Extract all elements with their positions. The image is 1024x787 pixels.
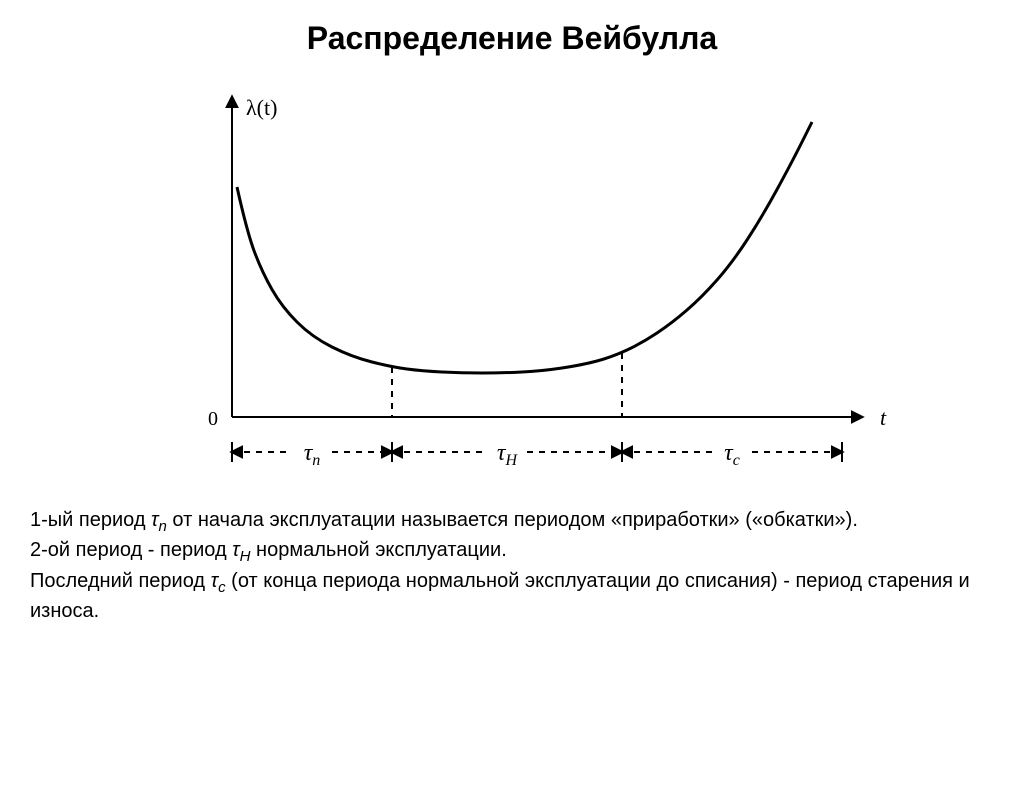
page-title: Распределение Вейбулла	[0, 20, 1024, 57]
bathtub-curve	[237, 122, 812, 373]
interval-label: τH	[497, 440, 519, 469]
chart-container: t λ(t) 0 τn τH τc	[0, 67, 1024, 487]
origin-label: 0	[208, 408, 218, 430]
description-line: 1-ый период τn от начала эксплуатации на…	[30, 507, 994, 537]
description-line: 2-ой период - период τН нормальной экспл…	[30, 537, 994, 567]
x-axis-label: t	[880, 405, 887, 430]
interval-label: τn	[304, 440, 321, 469]
y-axis-label: λ(t)	[246, 95, 277, 120]
description-line: Последний период τс (от конца периода но…	[30, 568, 994, 625]
description-block: 1-ый период τn от начала эксплуатации на…	[30, 507, 994, 625]
weibull-chart: t λ(t) 0 τn τH τc	[102, 67, 922, 487]
interval-label: τc	[724, 440, 740, 469]
